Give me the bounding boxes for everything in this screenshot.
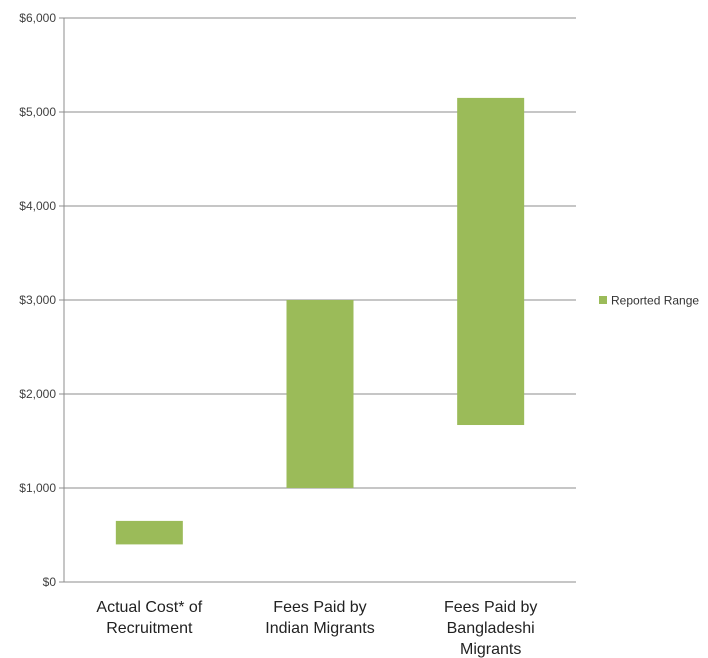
y-tick-label: $0 <box>43 575 57 589</box>
x-category-label: Fees Paid by Indian Migrants <box>265 599 374 637</box>
x-category-label: Actual Cost* of Recruitment <box>96 599 202 637</box>
range-bar <box>115 520 183 545</box>
range-bars <box>115 97 525 545</box>
legend-label-reported-range: Reported Range <box>611 294 699 308</box>
legend: Reported Range <box>599 294 699 308</box>
y-tick-label: $6,000 <box>19 11 56 25</box>
y-tick-label: $2,000 <box>19 387 56 401</box>
legend-swatch <box>599 296 607 304</box>
range-bar <box>457 97 525 426</box>
x-category-label: Fees Paid by Bangladeshi Migrants <box>444 599 537 658</box>
y-tick-label: $5,000 <box>19 105 56 119</box>
y-tick-label: $3,000 <box>19 293 56 307</box>
x-axis-category-labels: Actual Cost* of Recruitment Fees Paid by In… <box>96 599 537 658</box>
y-tick-label: $4,000 <box>19 199 56 213</box>
y-axis-tick-labels: $0 $1,000 $2,000 $3,000 $4,000 $5,000 $6,000 <box>19 11 56 589</box>
range-bar <box>286 300 354 488</box>
y-tick-label: $1,000 <box>19 481 56 495</box>
